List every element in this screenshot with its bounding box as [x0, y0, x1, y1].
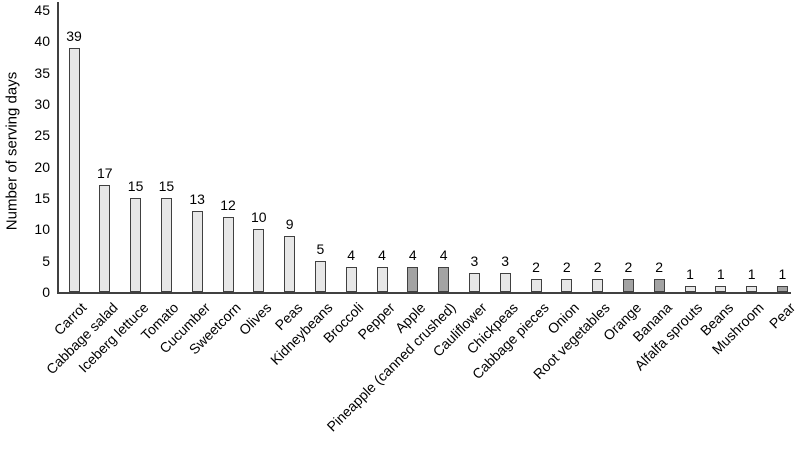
bar [746, 285, 758, 292]
bar [684, 285, 696, 292]
y-tick-label: 5 [42, 252, 50, 269]
bar [715, 285, 727, 292]
y-axis-line [57, 2, 59, 293]
y-tick-label: 35 [34, 64, 50, 81]
bar-value-label: 2 [624, 259, 633, 276]
bar [561, 279, 573, 292]
bar-value-label: 12 [220, 196, 236, 213]
bar-value-label: 2 [562, 259, 571, 276]
x-category-label: Pear [765, 299, 799, 332]
bar [284, 235, 296, 292]
bar [653, 279, 665, 292]
bar-value-label: 4 [378, 246, 386, 263]
bar-value-label: 39 [66, 27, 82, 44]
bar-value-label: 9 [285, 215, 294, 232]
bar-value-label: 17 [97, 165, 113, 182]
bar-value-label: 10 [251, 209, 267, 226]
bar [99, 185, 111, 292]
y-tick-label: 25 [34, 127, 50, 144]
bar [530, 279, 542, 292]
bar-value-label: 1 [686, 265, 694, 282]
x-category-label: Olives [235, 299, 275, 339]
bar-value-label: 4 [347, 246, 356, 263]
bar [622, 279, 634, 292]
bar-value-label: 4 [408, 246, 417, 263]
bar [130, 198, 142, 292]
bar [68, 47, 80, 292]
bar [253, 229, 265, 292]
x-axis-line [57, 292, 791, 294]
y-tick-label: 0 [42, 284, 50, 300]
bar [592, 279, 604, 292]
bar-value-label: 1 [778, 265, 787, 282]
bar-value-label: 1 [747, 265, 756, 282]
bar-value-label: 3 [501, 253, 510, 270]
bar [407, 266, 419, 292]
bar [376, 266, 388, 292]
bar-value-label: 2 [593, 259, 602, 276]
bar [468, 273, 480, 292]
y-tick-label: 30 [34, 96, 50, 112]
y-tick-label: 45 [34, 2, 50, 18]
bar [222, 216, 234, 292]
bar [314, 260, 326, 292]
y-tick-label: 15 [34, 190, 50, 206]
bar-value-label: 13 [189, 190, 205, 207]
bar-value-label: 3 [470, 253, 479, 270]
bar [345, 266, 357, 292]
y-tick-label: 40 [34, 33, 50, 50]
bar-value-label: 5 [316, 240, 325, 257]
bar-value-label: 2 [532, 259, 540, 276]
y-tick-label: 20 [34, 158, 50, 175]
y-tick-label: 10 [34, 221, 50, 238]
bar-value-label: 15 [127, 178, 144, 194]
bar [160, 198, 172, 292]
bar [438, 266, 450, 292]
bar [191, 210, 203, 292]
bar-value-label: 2 [655, 259, 664, 276]
bar-value-label: 1 [716, 265, 725, 282]
bar [499, 273, 511, 292]
bar [776, 285, 788, 292]
bar-value-label: 15 [158, 178, 175, 194]
bar-value-label: 4 [439, 246, 448, 263]
